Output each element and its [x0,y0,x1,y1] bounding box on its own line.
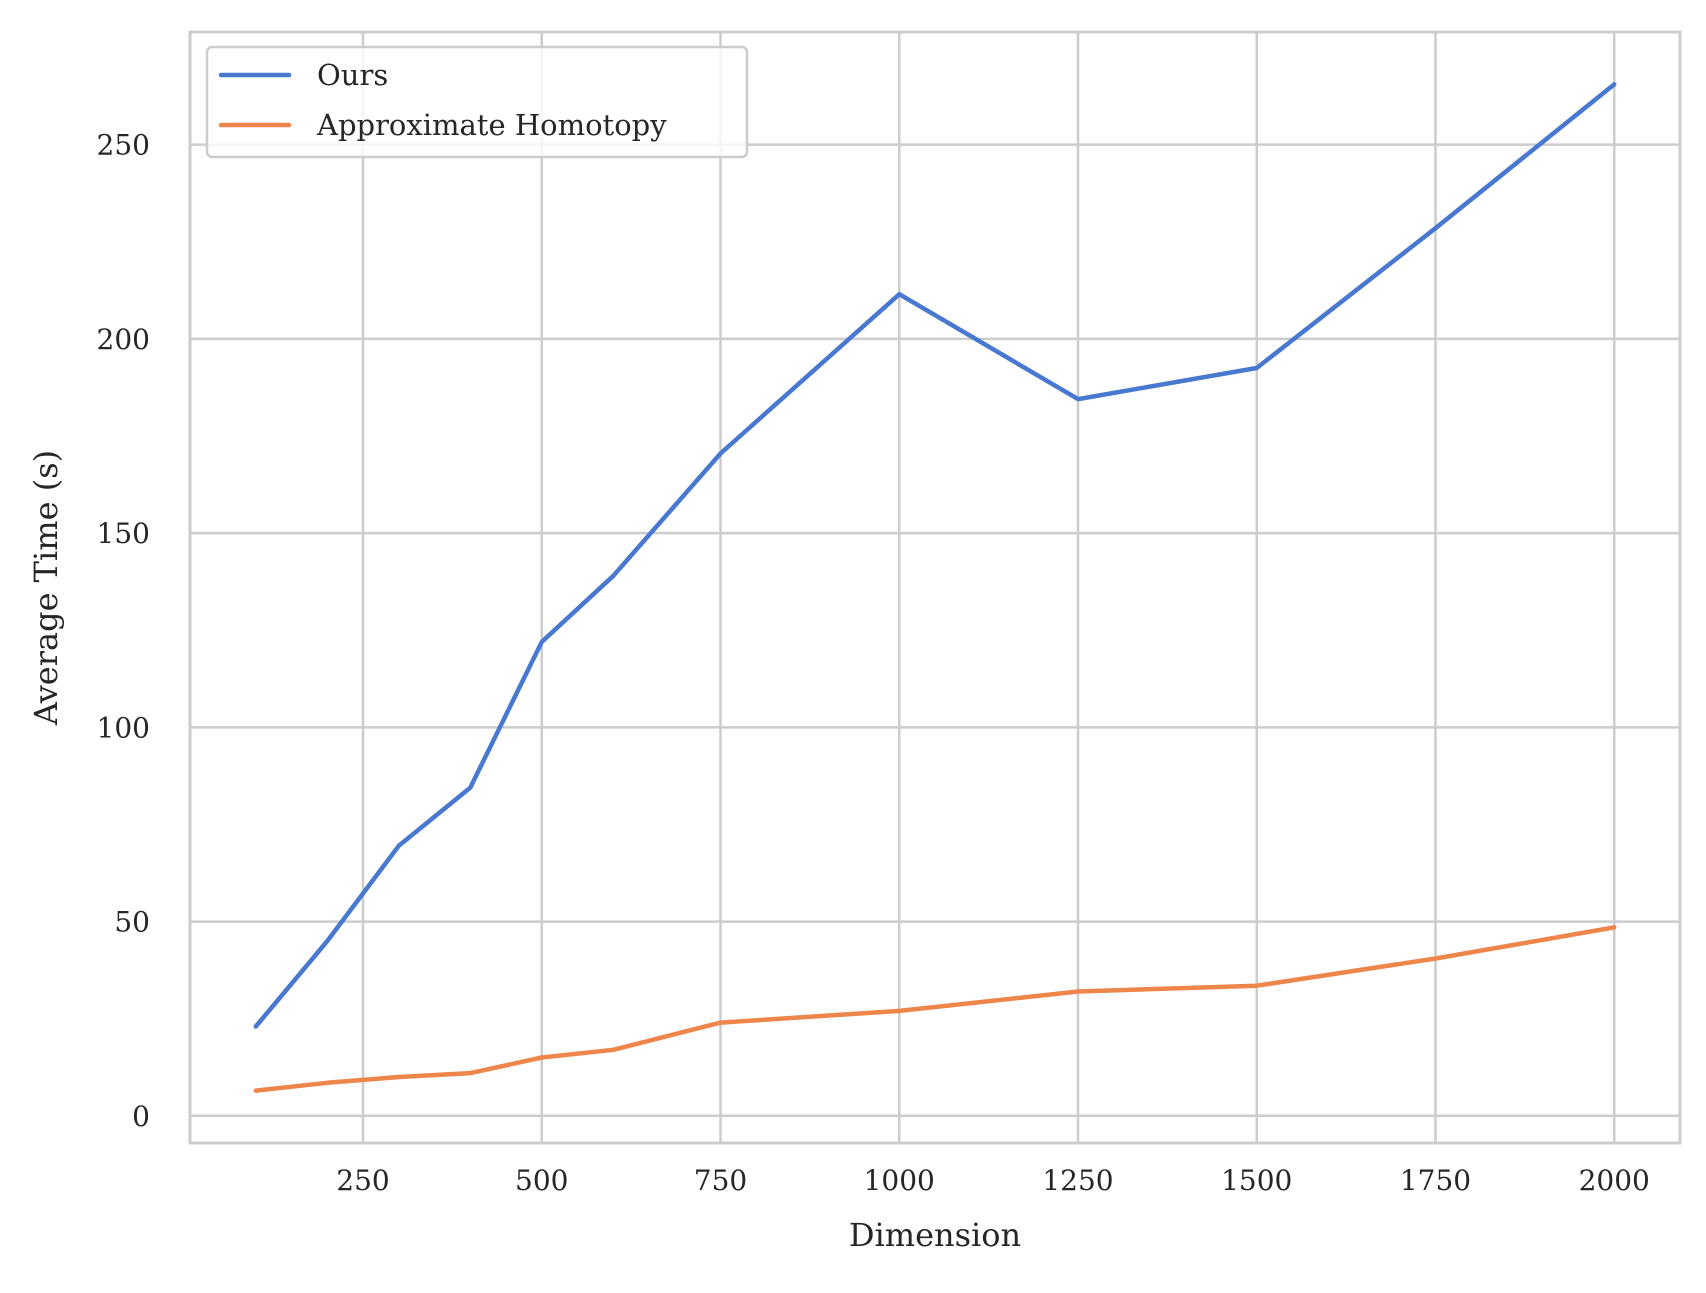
series-line-ours [253,82,1617,1029]
y-tick-label: 200 [97,323,150,356]
x-tick-label: 500 [515,1164,568,1197]
legend-label-ours: Ours [317,58,388,92]
y-tick-label: 0 [132,1100,150,1133]
y-axis-label: Average Time (s) [27,450,65,726]
x-tick-label: 1250 [1042,1164,1113,1197]
tick-labels: 250 500 750 1000 1250 1500 1750 2000 0 50 100 150 20… [97,129,1650,1197]
y-tick-label: 100 [97,711,150,744]
legend-box [205,45,749,159]
legend: Ours Approximate Homotopy [205,45,749,159]
x-tick-label: 1750 [1400,1164,1471,1197]
x-tick-label: 750 [694,1164,747,1197]
grid-lines [190,32,1680,1143]
x-tick-label: 1000 [864,1164,935,1197]
legend-label-approximate-homotopy: Approximate Homotopy [316,108,667,142]
x-tick-label: 2000 [1579,1164,1650,1197]
y-tick-label: 250 [97,129,150,162]
plot-frame [188,30,1682,1145]
plot-spines [188,30,1682,1145]
series-line-approximate-homotopy [253,925,1617,1093]
y-tick-label: 50 [114,906,150,939]
series-lines [253,82,1617,1093]
x-axis-label: Dimension [849,1216,1021,1254]
x-tick-label: 1500 [1221,1164,1292,1197]
x-tick-label: 250 [336,1164,389,1197]
y-tick-label: 150 [97,517,150,550]
plot-background [190,32,1680,1143]
